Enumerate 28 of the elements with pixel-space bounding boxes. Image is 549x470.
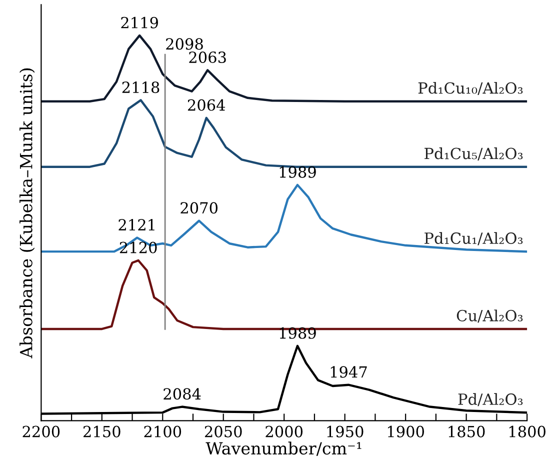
x-tick-label: 1950 — [327, 426, 364, 438]
series-label: Pd₁Cu₅/Al₂O₃ — [424, 147, 523, 160]
x-tick-label: 2150 — [84, 426, 120, 438]
annotation: 2121 — [118, 219, 154, 230]
series-label: Pd₁Cu₁₀/Al₂O₃ — [418, 82, 523, 95]
x-tick-label: 2200 — [22, 426, 60, 438]
annotation: 2063 — [189, 51, 226, 64]
ref-line-label: 2098 — [166, 38, 203, 50]
x-tick-label: 1800 — [509, 426, 546, 438]
annotation: 1989 — [280, 327, 316, 339]
x-tick-label: 1850 — [448, 426, 485, 438]
annotation: 2119 — [121, 16, 158, 28]
series-label: Cu/Al₂O₃ — [456, 310, 523, 323]
x-tick-label: 2100 — [144, 426, 182, 438]
annotation: 1989 — [280, 166, 316, 178]
annotation: 2084 — [164, 388, 201, 400]
annotation: 2118 — [122, 82, 160, 94]
x-tick-label: 1900 — [388, 426, 424, 438]
series-label: Pd/Al₂O₃ — [458, 393, 523, 406]
annotation: 1947 — [330, 366, 367, 378]
x-tick-label: 2050 — [204, 426, 242, 438]
x-axis-title: Wavenumber/cm⁻¹ — [206, 442, 362, 456]
x-tick-label: 2000 — [266, 426, 303, 438]
annotation: 2070 — [180, 202, 218, 214]
series-label: Pd₁Cu₁/Al₂O₃ — [424, 232, 523, 246]
annotation: 2120 — [120, 242, 157, 254]
y-axis-title: Absorbance (Kubelka–Munk units) — [19, 68, 35, 358]
annotation: 2064 — [188, 99, 226, 111]
